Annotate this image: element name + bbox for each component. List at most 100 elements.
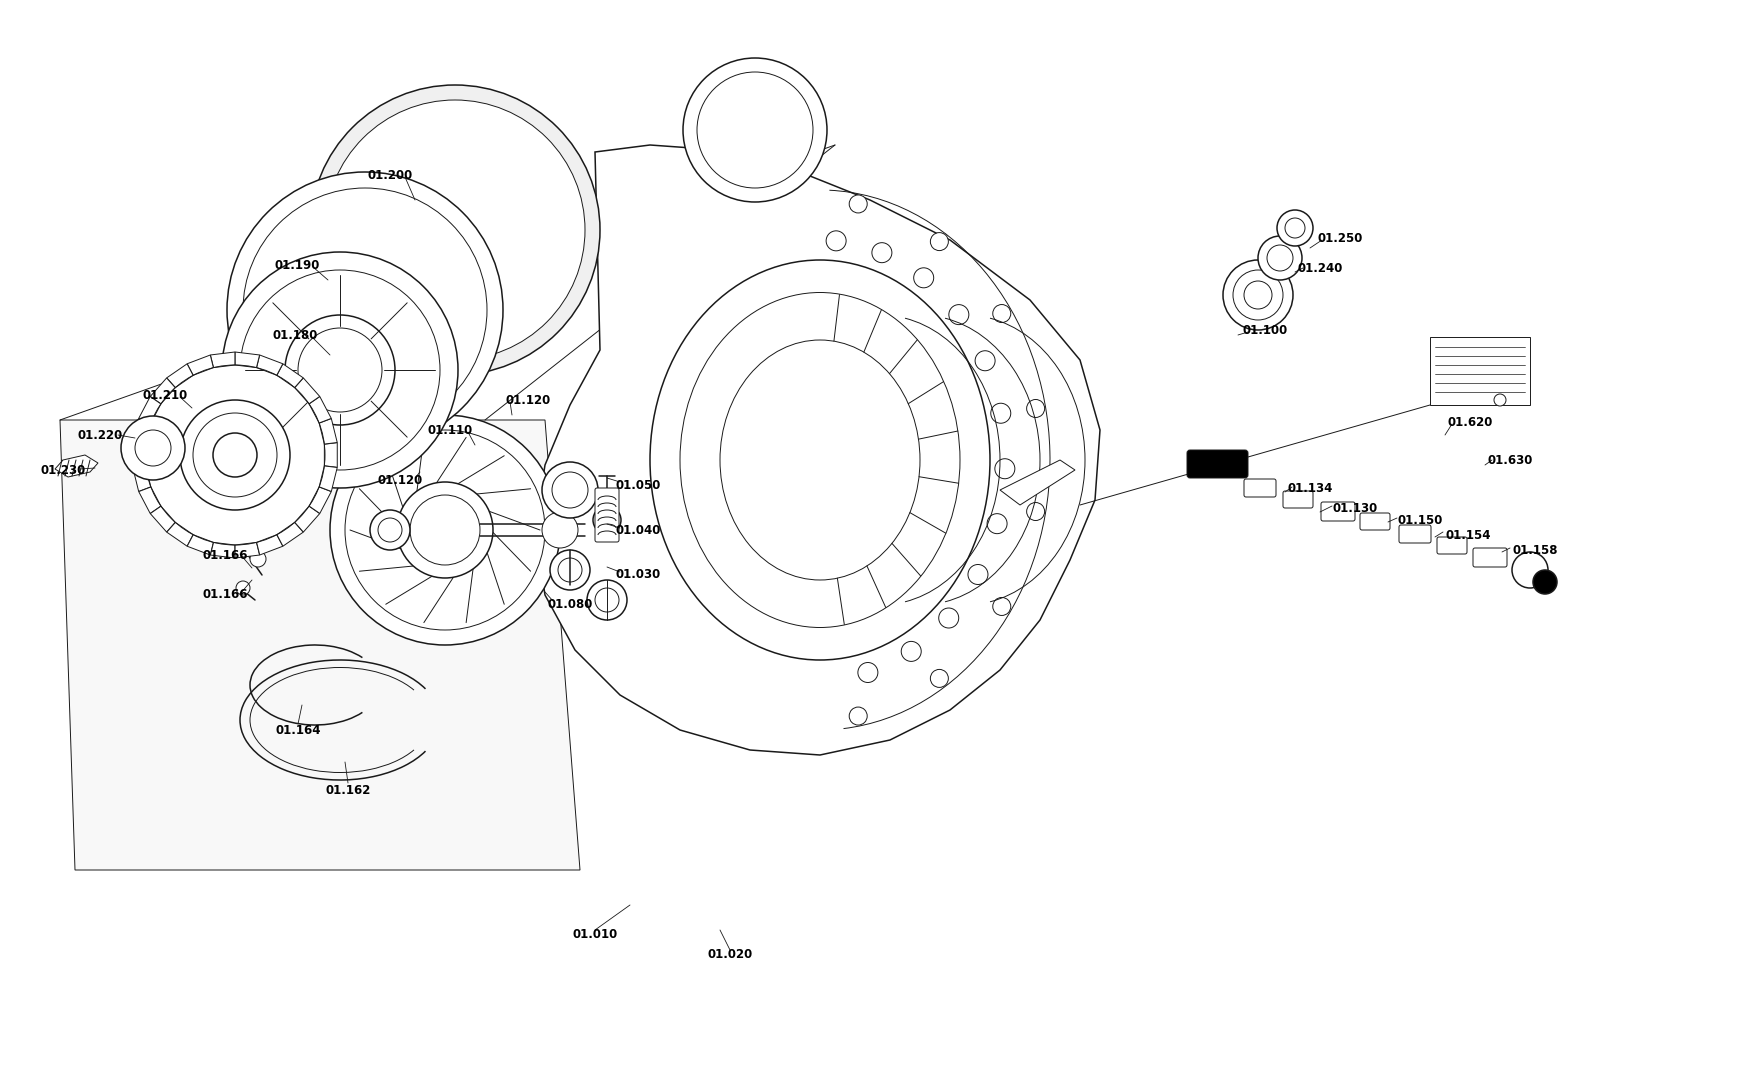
Text: 01.620: 01.620 <box>1447 415 1492 428</box>
Circle shape <box>586 580 626 620</box>
Polygon shape <box>235 352 259 368</box>
Ellipse shape <box>680 292 960 627</box>
Polygon shape <box>294 378 320 403</box>
Circle shape <box>310 85 600 374</box>
Circle shape <box>551 472 588 508</box>
Circle shape <box>1233 270 1282 320</box>
Circle shape <box>1494 394 1506 406</box>
Polygon shape <box>188 535 214 555</box>
Circle shape <box>143 363 327 547</box>
Circle shape <box>237 581 250 595</box>
Circle shape <box>989 403 1010 424</box>
Text: 01.040: 01.040 <box>616 523 661 536</box>
Circle shape <box>849 707 866 725</box>
Circle shape <box>1243 281 1271 309</box>
Polygon shape <box>318 418 337 444</box>
Polygon shape <box>210 542 235 557</box>
Circle shape <box>558 557 581 582</box>
Polygon shape <box>139 397 160 423</box>
Polygon shape <box>150 506 176 532</box>
Circle shape <box>541 513 577 548</box>
Circle shape <box>223 253 457 488</box>
Circle shape <box>993 305 1010 322</box>
Polygon shape <box>256 355 283 376</box>
Text: 01.050: 01.050 <box>616 478 661 491</box>
Circle shape <box>122 416 184 480</box>
Text: 01.230: 01.230 <box>40 463 85 476</box>
Text: 01.100: 01.100 <box>1242 323 1287 336</box>
Text: 01.134: 01.134 <box>1287 482 1332 494</box>
Circle shape <box>930 232 948 250</box>
Circle shape <box>1223 260 1292 330</box>
Circle shape <box>901 641 920 661</box>
Text: 01.240: 01.240 <box>1297 261 1343 275</box>
Circle shape <box>993 597 1010 615</box>
Circle shape <box>541 462 598 518</box>
Text: 01.080: 01.080 <box>548 598 593 611</box>
Polygon shape <box>59 421 579 870</box>
Circle shape <box>871 243 892 262</box>
Circle shape <box>913 268 934 288</box>
Circle shape <box>1276 210 1313 246</box>
Ellipse shape <box>720 340 920 580</box>
Circle shape <box>857 662 878 683</box>
Circle shape <box>297 328 383 412</box>
Circle shape <box>1026 503 1043 520</box>
Polygon shape <box>132 418 151 444</box>
Polygon shape <box>310 487 330 514</box>
Circle shape <box>1511 552 1548 588</box>
Circle shape <box>1026 399 1043 417</box>
Circle shape <box>1532 570 1556 594</box>
Text: 01.630: 01.630 <box>1487 454 1532 467</box>
Circle shape <box>967 565 988 584</box>
Polygon shape <box>139 487 160 514</box>
Text: 01.158: 01.158 <box>1511 544 1556 556</box>
Text: 01.200: 01.200 <box>367 168 412 182</box>
Circle shape <box>697 72 812 188</box>
Circle shape <box>948 305 969 324</box>
Circle shape <box>930 670 948 687</box>
Circle shape <box>212 433 257 477</box>
FancyBboxPatch shape <box>1429 337 1529 406</box>
Circle shape <box>193 413 277 496</box>
FancyBboxPatch shape <box>595 488 619 542</box>
FancyBboxPatch shape <box>1473 548 1506 567</box>
Polygon shape <box>277 522 303 546</box>
Text: 01.154: 01.154 <box>1445 529 1490 541</box>
Text: 01.250: 01.250 <box>1316 231 1362 245</box>
Text: 01.166: 01.166 <box>202 549 247 562</box>
FancyBboxPatch shape <box>1243 479 1275 496</box>
Circle shape <box>325 100 584 360</box>
Polygon shape <box>323 443 337 468</box>
Text: 01.162: 01.162 <box>325 783 370 796</box>
Polygon shape <box>167 522 193 546</box>
Polygon shape <box>318 465 337 491</box>
Circle shape <box>937 608 958 628</box>
FancyBboxPatch shape <box>1186 450 1247 478</box>
Text: 01.220: 01.220 <box>77 428 122 442</box>
Circle shape <box>849 195 866 213</box>
Circle shape <box>250 551 266 567</box>
Circle shape <box>330 415 560 645</box>
Circle shape <box>1257 236 1301 280</box>
Text: 01.020: 01.020 <box>708 948 753 962</box>
Text: 01.210: 01.210 <box>143 388 188 401</box>
Polygon shape <box>150 378 176 403</box>
Circle shape <box>410 495 480 565</box>
Text: 01.190: 01.190 <box>275 259 320 272</box>
Polygon shape <box>235 542 259 557</box>
Polygon shape <box>534 146 1099 755</box>
Polygon shape <box>256 535 283 555</box>
FancyBboxPatch shape <box>1282 491 1313 508</box>
Circle shape <box>344 430 544 630</box>
Text: 01.110: 01.110 <box>428 424 473 437</box>
FancyBboxPatch shape <box>1436 537 1466 554</box>
Circle shape <box>377 518 402 542</box>
Circle shape <box>1266 245 1292 271</box>
Circle shape <box>285 315 395 425</box>
Text: 01.150: 01.150 <box>1396 514 1442 526</box>
Polygon shape <box>1000 460 1075 505</box>
Text: 01.120: 01.120 <box>377 474 423 487</box>
Circle shape <box>595 588 619 612</box>
FancyBboxPatch shape <box>1320 502 1355 521</box>
